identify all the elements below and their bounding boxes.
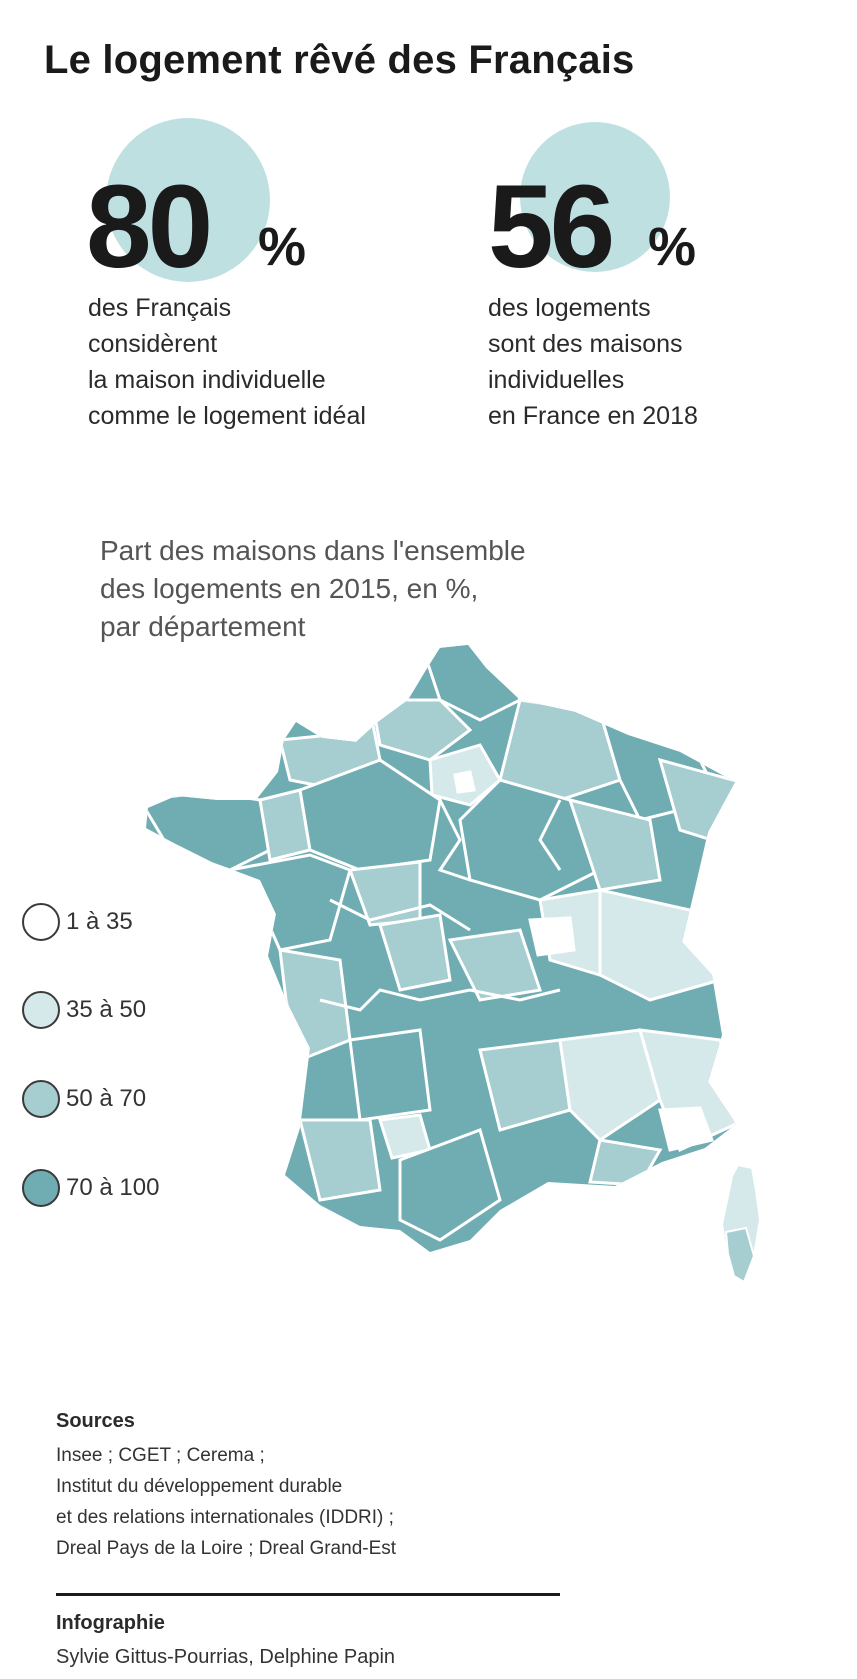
stat-bubble-1 xyxy=(106,118,270,282)
stat-unit-2: % xyxy=(648,217,697,277)
map-border xyxy=(319,988,561,1012)
stat-unit-1: % xyxy=(258,217,307,277)
map-region xyxy=(398,1128,502,1242)
map-region xyxy=(348,1028,432,1122)
france-map xyxy=(146,645,762,1284)
map-region xyxy=(298,758,442,872)
map-region xyxy=(146,790,272,872)
map-region xyxy=(378,913,452,992)
sources-text: Insee ; CGET ; Cerema ; Institut du déve… xyxy=(56,1445,397,1559)
map-region xyxy=(528,916,576,957)
map-region xyxy=(658,1106,715,1152)
stat-bubble-2 xyxy=(520,122,670,272)
map-region xyxy=(598,888,723,1002)
legend-item: 35 à 50 xyxy=(22,988,146,1032)
map-border xyxy=(538,799,562,871)
stat-value-1: 80 xyxy=(86,161,213,293)
map-caption: Part des maisons dans l'ensemble des log… xyxy=(100,535,526,642)
map-region xyxy=(447,928,542,1002)
map-region xyxy=(453,770,476,794)
map-border xyxy=(329,898,471,932)
legend-item: 50 à 70 xyxy=(22,1077,146,1121)
credit-text: Sylvie Gittus-Pourrias, Delphine Papin xyxy=(56,1646,396,1668)
stat-text-1: des Français considèrent la maison indiv… xyxy=(88,294,366,430)
stat-text-2: des logements sont des maisons individue… xyxy=(488,294,698,430)
legend-label: 70 à 100 xyxy=(66,1174,160,1201)
legend-swatch-70-100 xyxy=(22,1169,60,1207)
map-border xyxy=(437,799,471,882)
sources-title: Sources xyxy=(56,1410,135,1432)
legend-label: 50 à 70 xyxy=(66,1085,147,1112)
map-region xyxy=(370,698,473,762)
divider xyxy=(56,1593,560,1596)
stat-value-2: 56 xyxy=(488,161,615,293)
map-region xyxy=(588,1138,663,1187)
page-title: Le logement rêvé des Français xyxy=(44,38,635,82)
legend-swatch-35-50 xyxy=(22,991,60,1029)
map-region xyxy=(298,1118,382,1202)
legend-item: 1 à 35 xyxy=(22,900,133,944)
map-region-corse-south xyxy=(724,1226,756,1284)
credit-title: Infographie xyxy=(56,1612,165,1634)
legend-swatch-1-35 xyxy=(22,903,60,941)
legend-label: 35 à 50 xyxy=(66,996,147,1023)
legend-item: 70 à 100 xyxy=(22,1166,159,1210)
map-region xyxy=(567,797,662,892)
legend-swatch-50-70 xyxy=(22,1080,60,1118)
legend-label: 1 à 35 xyxy=(66,908,133,935)
map-region xyxy=(558,1028,662,1142)
